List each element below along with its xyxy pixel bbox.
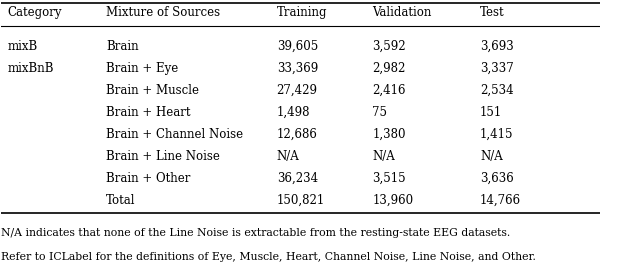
Text: Brain + Line Noise: Brain + Line Noise — [106, 150, 220, 163]
Text: 14,766: 14,766 — [480, 194, 521, 207]
Text: 75: 75 — [372, 106, 387, 119]
Text: 2,982: 2,982 — [372, 62, 406, 75]
Text: Category: Category — [8, 6, 62, 19]
Text: 27,429: 27,429 — [276, 84, 317, 97]
Text: 1,415: 1,415 — [480, 128, 513, 141]
Text: 1,498: 1,498 — [276, 106, 310, 119]
Text: N/A: N/A — [276, 150, 300, 163]
Text: 33,369: 33,369 — [276, 62, 318, 75]
Text: 36,234: 36,234 — [276, 172, 317, 185]
Text: Total: Total — [106, 194, 136, 207]
Text: Brain + Heart: Brain + Heart — [106, 106, 191, 119]
Text: Brain + Channel Noise: Brain + Channel Noise — [106, 128, 243, 141]
Text: Training: Training — [276, 6, 327, 19]
Text: N/A: N/A — [372, 150, 395, 163]
Text: 39,605: 39,605 — [276, 40, 318, 53]
Text: Brain + Eye: Brain + Eye — [106, 62, 179, 75]
Text: 2,534: 2,534 — [480, 84, 514, 97]
Text: Brain + Other: Brain + Other — [106, 172, 191, 185]
Text: 151: 151 — [480, 106, 502, 119]
Text: 3,592: 3,592 — [372, 40, 406, 53]
Text: Brain + Muscle: Brain + Muscle — [106, 84, 199, 97]
Text: mixBnB: mixBnB — [8, 62, 54, 75]
Text: Test: Test — [480, 6, 505, 19]
Text: 13,960: 13,960 — [372, 194, 413, 207]
Text: N/A indicates that none of the Line Noise is extractable from the resting-state : N/A indicates that none of the Line Nois… — [1, 228, 511, 238]
Text: Brain: Brain — [106, 40, 139, 53]
Text: 3,337: 3,337 — [480, 62, 514, 75]
Text: Validation: Validation — [372, 6, 432, 19]
Text: 150,821: 150,821 — [276, 194, 325, 207]
Text: 1,380: 1,380 — [372, 128, 406, 141]
Text: mixB: mixB — [8, 40, 38, 53]
Text: 12,686: 12,686 — [276, 128, 317, 141]
Text: 3,515: 3,515 — [372, 172, 406, 185]
Text: Refer to ICLabel for the definitions of Eye, Muscle, Heart, Channel Noise, Line : Refer to ICLabel for the definitions of … — [1, 252, 536, 262]
Text: 3,636: 3,636 — [480, 172, 514, 185]
Text: Mixture of Sources: Mixture of Sources — [106, 6, 220, 19]
Text: 2,416: 2,416 — [372, 84, 406, 97]
Text: 3,693: 3,693 — [480, 40, 514, 53]
Text: N/A: N/A — [480, 150, 503, 163]
